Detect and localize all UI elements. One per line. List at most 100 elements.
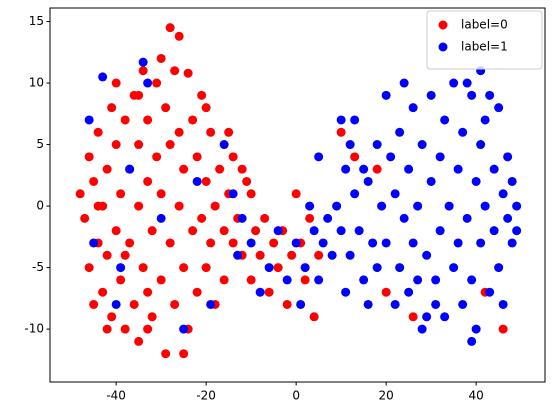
point — [107, 312, 117, 322]
point — [453, 238, 463, 248]
point — [399, 213, 409, 223]
point — [476, 140, 486, 150]
point — [255, 250, 265, 260]
point — [201, 176, 211, 186]
point — [336, 226, 346, 236]
point — [156, 53, 166, 63]
point — [507, 238, 517, 248]
point — [246, 189, 256, 199]
point — [354, 226, 364, 236]
point — [102, 164, 112, 174]
point — [143, 324, 153, 334]
point — [462, 78, 472, 88]
point — [314, 275, 324, 285]
point — [309, 226, 319, 236]
point — [152, 78, 162, 88]
point — [161, 349, 171, 359]
point — [444, 201, 454, 211]
point — [273, 263, 283, 273]
point — [138, 57, 148, 67]
point — [134, 201, 144, 211]
point — [219, 275, 229, 285]
legend-label: label=0 — [461, 18, 508, 32]
point — [174, 201, 184, 211]
point — [170, 66, 180, 76]
point — [345, 250, 355, 260]
point — [507, 176, 517, 186]
point — [413, 201, 423, 211]
point — [305, 201, 315, 211]
point — [363, 299, 373, 309]
point — [431, 299, 441, 309]
point — [165, 238, 175, 248]
point — [503, 213, 513, 223]
point — [323, 213, 333, 223]
point — [440, 115, 450, 125]
point — [111, 140, 121, 150]
point — [111, 78, 121, 88]
point — [174, 127, 184, 137]
point — [188, 115, 198, 125]
point — [480, 115, 490, 125]
point — [179, 164, 189, 174]
x-tick-label: 0 — [292, 389, 300, 403]
point — [237, 164, 247, 174]
point — [192, 152, 202, 162]
point — [314, 152, 324, 162]
point — [489, 226, 499, 236]
point — [314, 250, 324, 260]
point — [143, 78, 153, 88]
axes-frame — [49, 7, 546, 383]
point — [188, 226, 198, 236]
point — [165, 23, 175, 33]
point — [381, 238, 391, 248]
point — [179, 324, 189, 334]
point — [350, 189, 360, 199]
point — [89, 238, 99, 248]
point — [138, 263, 148, 273]
point — [467, 336, 477, 346]
point — [426, 176, 436, 186]
legend-box — [426, 10, 543, 70]
point — [134, 140, 144, 150]
point — [350, 115, 360, 125]
point — [512, 201, 522, 211]
point — [341, 164, 351, 174]
point — [494, 263, 504, 273]
point — [386, 152, 396, 162]
point — [98, 287, 108, 297]
point — [372, 263, 382, 273]
point — [264, 263, 274, 273]
point — [467, 275, 477, 285]
point — [111, 299, 121, 309]
point — [390, 189, 400, 199]
point — [485, 287, 495, 297]
legend-label: label=1 — [461, 40, 508, 54]
point — [242, 176, 252, 186]
point — [336, 115, 346, 125]
point — [404, 287, 414, 297]
point — [332, 201, 342, 211]
point — [363, 176, 373, 186]
point — [512, 226, 522, 236]
point — [75, 189, 85, 199]
point — [458, 299, 468, 309]
point — [260, 213, 270, 223]
point — [147, 312, 157, 322]
point — [170, 299, 180, 309]
point — [417, 140, 427, 150]
point — [305, 213, 315, 223]
point — [494, 103, 504, 113]
y-tick-label: -5 — [32, 260, 44, 274]
point — [192, 176, 202, 186]
point — [399, 78, 409, 88]
point — [228, 238, 238, 248]
point — [476, 238, 486, 248]
point — [372, 140, 382, 150]
point — [179, 263, 189, 273]
point — [89, 176, 99, 186]
point — [246, 238, 256, 248]
point — [215, 164, 225, 174]
point — [138, 66, 148, 76]
y-tick-label: -10 — [24, 322, 44, 336]
